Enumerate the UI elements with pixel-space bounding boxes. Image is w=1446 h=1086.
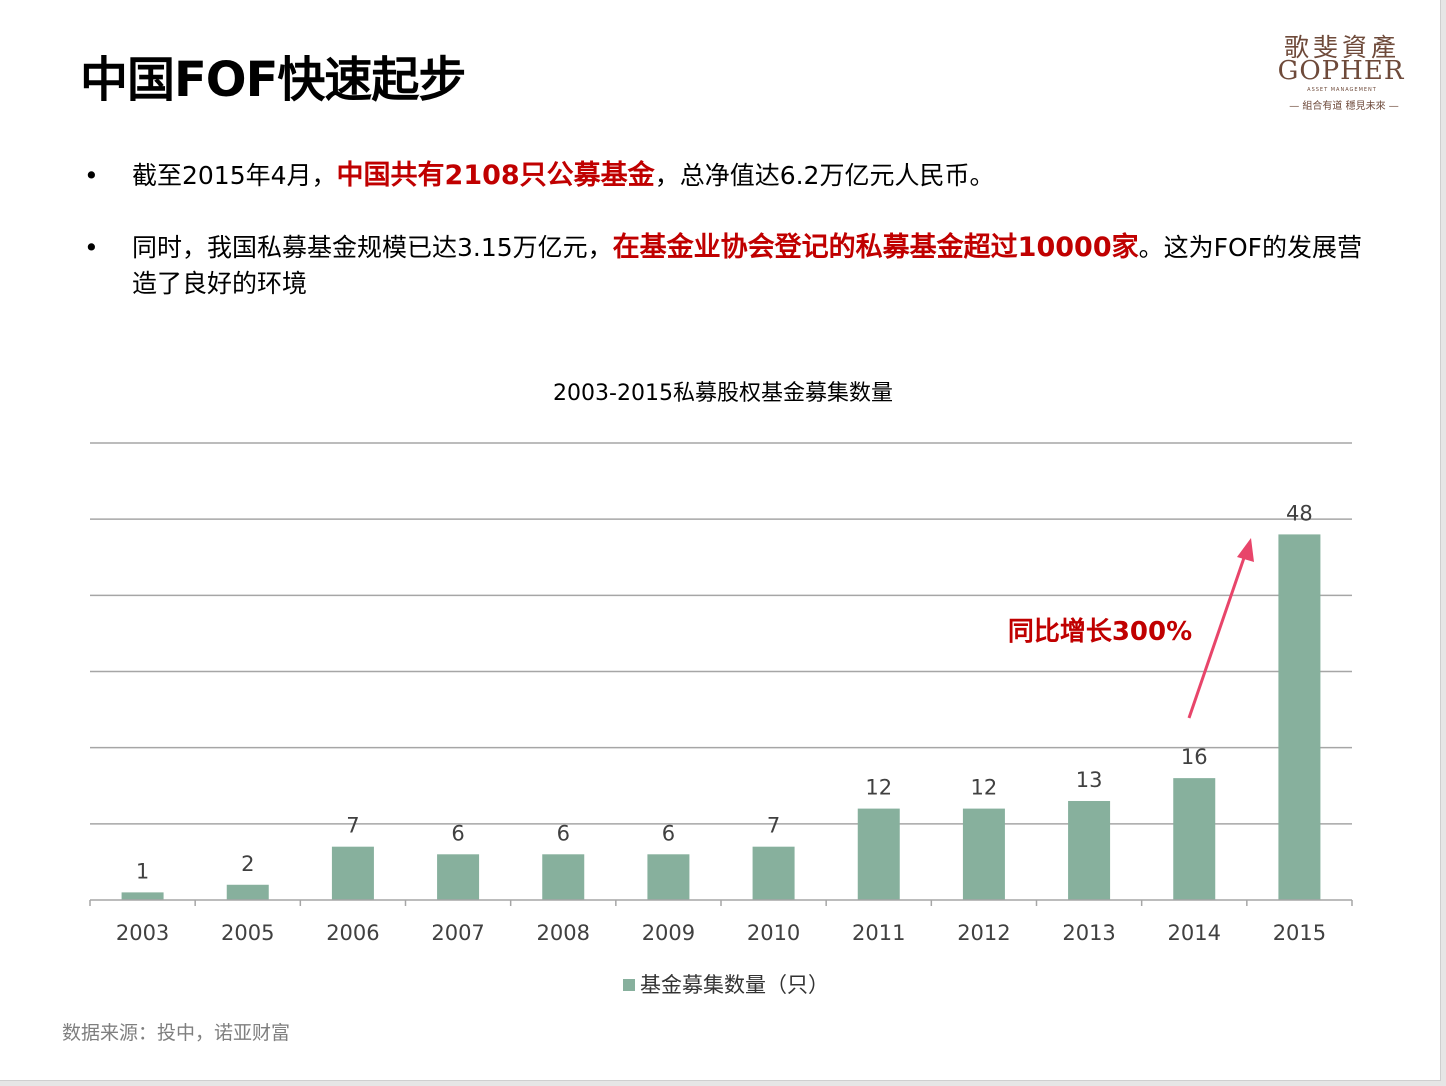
data-label-2009: 6 — [662, 821, 675, 845]
data-label-2008: 6 — [557, 821, 570, 845]
bar-2015 — [1278, 534, 1321, 900]
x-tick-label-2005: 2005 — [221, 921, 274, 945]
bullet-2-part-3: 。这为FOF的发展营造了良好的环境 — [132, 233, 1363, 298]
growth-arrowhead — [1237, 538, 1254, 562]
bullet-1: 截至2015年4月，中国共有2108只公募基金，总净值达6.2万亿元人民币。 — [132, 158, 1382, 194]
data-label-2006: 7 — [346, 814, 359, 838]
data-label-2011: 12 — [865, 776, 892, 800]
data-label-2015: 48 — [1286, 501, 1313, 525]
legend-swatch — [623, 979, 635, 991]
bar-2003 — [121, 892, 164, 900]
bar-2006 — [331, 846, 374, 900]
x-axis: 2003 2005 2006 2007 2008 2009 2010 2011 2012 2013… — [89, 899, 1353, 945]
bullet-1-part-1: 截至2015年4月， — [132, 161, 337, 190]
data-label-2005: 2 — [241, 852, 254, 876]
x-tick-label-2009: 2009 — [642, 921, 695, 945]
bullet-1-part-3: ，总净值达6.2万亿元人民币。 — [654, 161, 995, 190]
bullet-marker-2: • — [84, 233, 99, 262]
data-label-2014: 16 — [1181, 745, 1208, 769]
bar-2010 — [752, 846, 795, 900]
bar-2005 — [226, 884, 269, 900]
bar-2013 — [1068, 800, 1111, 900]
bar-2014 — [1173, 778, 1216, 900]
bullet-1-highlight: 中国共有2108只公募基金 — [336, 160, 655, 191]
x-tick-label-2015: 2015 — [1273, 921, 1326, 945]
grid-lines — [90, 442, 1352, 825]
x-tick-label-2013: 2013 — [1062, 921, 1115, 945]
legend-label: 基金募集数量（只） — [640, 973, 829, 997]
data-label-2003: 1 — [136, 859, 149, 883]
x-tick-label-2012: 2012 — [957, 921, 1010, 945]
slide-title: 中国FOF快速起步 — [80, 52, 466, 108]
x-tick-label-2010: 2010 — [747, 921, 800, 945]
x-tick-label-2007: 2007 — [431, 921, 484, 945]
data-label-2012: 12 — [971, 776, 998, 800]
bar-2011 — [857, 808, 900, 900]
growth-annotation: 同比增长300% — [1008, 538, 1254, 719]
gopher-logo: 歌斐資產 GOPHER ASSET MANAGEMENT — 組合有道 穩見未來… — [1262, 26, 1422, 116]
growth-annotation-text: 同比增长300% — [1008, 616, 1192, 647]
bar-2008 — [542, 854, 585, 900]
bullet-2-highlight: 在基金业协会登记的私募基金超过10000家 — [612, 232, 1139, 263]
logo-name-cn: 歌斐資產 — [1283, 33, 1400, 62]
logo-motto: — 組合有道 穩見未來 — — [1289, 101, 1399, 112]
x-tick-label-2008: 2008 — [537, 921, 590, 945]
bar-2012 — [962, 808, 1005, 900]
data-label-2013: 13 — [1076, 768, 1103, 792]
x-tick-label-2014: 2014 — [1168, 921, 1221, 945]
growth-arrow — [1187, 551, 1248, 719]
x-tick-label-2006: 2006 — [326, 921, 379, 945]
data-label-2010: 7 — [767, 814, 780, 838]
bar-2007 — [437, 854, 480, 900]
chart-title: 2003-2015私募股权基金募集数量 — [553, 381, 893, 406]
x-tick-label-2011: 2011 — [852, 921, 905, 945]
data-source: 数据来源：投中，诺亚财富 — [62, 1022, 291, 1044]
data-label-2007: 6 — [451, 821, 464, 845]
legend: 基金募集数量（只） — [623, 973, 829, 997]
logo-subtitle: ASSET MANAGEMENT — [1307, 87, 1377, 93]
bullet-2: 同时，我国私募基金规模已达3.15万亿元，在基金业协会登记的私募基金超过1000… — [132, 230, 1372, 302]
bullet-marker-1: • — [84, 161, 99, 190]
x-tick-label-2003: 2003 — [116, 921, 169, 945]
logo-name-en: GOPHER — [1277, 56, 1405, 86]
bullet-2-part-1: 同时，我国私募基金规模已达3.15万亿元， — [132, 233, 613, 262]
bars — [121, 534, 1321, 900]
bar-2009 — [647, 854, 690, 900]
